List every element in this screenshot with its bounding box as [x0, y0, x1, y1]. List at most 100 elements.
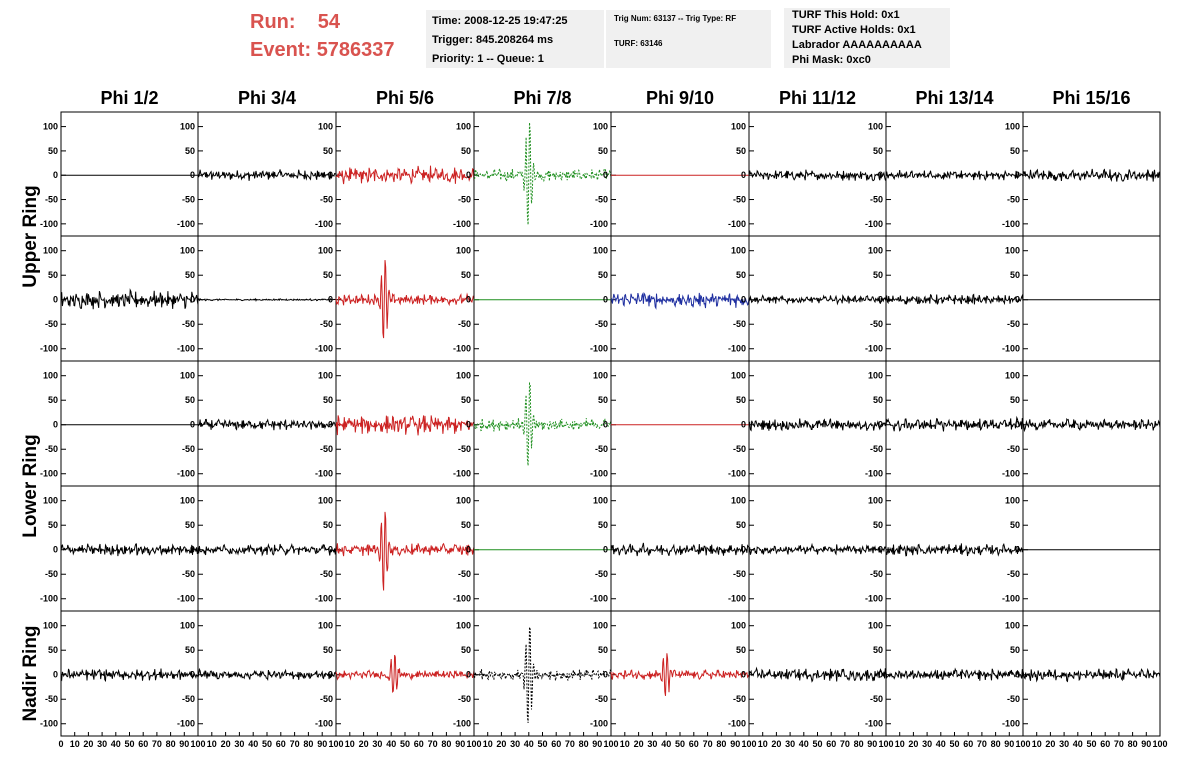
y-tick-label: 100	[1005, 496, 1020, 506]
y-tick-label: 100	[180, 496, 195, 506]
y-tick-label: 0	[741, 420, 746, 430]
panel-frame	[1022, 235, 1161, 362]
turf-info-box: TURF This Hold: 0x1 TURF Active Holds: 0…	[784, 8, 950, 68]
y-tick-label: 50	[461, 520, 471, 530]
y-tick-label: 100	[731, 371, 746, 381]
y-tick-label: 100	[456, 621, 471, 631]
panel-frame	[1022, 485, 1161, 612]
y-tick-label: 100	[43, 122, 58, 132]
event-row: Event: 5786337	[250, 36, 420, 64]
y-tick-label: 50	[1010, 270, 1020, 280]
x-tick-label: 70	[840, 739, 850, 749]
y-tick-label: -50	[595, 195, 608, 205]
waveform-trace	[197, 169, 337, 181]
x-tick-label: 100	[1152, 739, 1167, 749]
trig-num-text: Trig Num: 63137 -- Trig Type: RF	[614, 14, 737, 23]
panel-frame	[473, 485, 612, 612]
x-tick-label: 30	[372, 739, 382, 749]
y-tick-label: 0	[466, 295, 471, 305]
y-tick-label: 50	[598, 395, 608, 405]
y-tick-label: 0	[328, 420, 333, 430]
y-tick-label: -100	[590, 719, 608, 729]
y-tick-label: -100	[453, 219, 471, 229]
x-tick-label: 60	[551, 739, 561, 749]
waveform-trace	[885, 667, 1024, 681]
panel-frame	[473, 235, 612, 362]
y-tick-label: -100	[728, 719, 746, 729]
waveform-trace	[748, 294, 887, 306]
x-tick-label: 60	[138, 739, 148, 749]
phi-mask-text: Phi Mask: 0xc0	[792, 54, 871, 66]
y-tick-label: 100	[731, 496, 746, 506]
y-tick-label: -50	[320, 195, 333, 205]
y-tick-label: 100	[318, 246, 333, 256]
panel-frame	[60, 111, 199, 237]
y-tick-label: -100	[177, 719, 195, 729]
y-tick-label: -100	[1002, 594, 1020, 604]
y-tick-label: 0	[1015, 670, 1020, 680]
x-tick-label: 10	[758, 739, 768, 749]
ring-label: Nadir Ring	[20, 625, 41, 721]
y-tick-label: 50	[1010, 395, 1020, 405]
waveform-trace	[748, 666, 887, 683]
y-tick-label: -50	[733, 195, 746, 205]
y-tick-label: 0	[328, 170, 333, 180]
y-tick-label: 50	[48, 645, 58, 655]
column-title: Phi 7/8	[513, 88, 571, 108]
y-tick-label: -100	[177, 594, 195, 604]
y-tick-label: 0	[53, 670, 58, 680]
time-text: Time: 2008-12-25 19:47:25	[432, 15, 568, 27]
y-tick-label: -100	[453, 719, 471, 729]
turf-active-text: TURF Active Holds: 0x1	[792, 24, 916, 36]
y-tick-label: -50	[1007, 319, 1020, 329]
y-tick-label: 0	[603, 545, 608, 555]
waveform-trace	[748, 418, 887, 432]
y-tick-label: -50	[458, 694, 471, 704]
y-tick-label: 100	[593, 371, 608, 381]
y-tick-label: 100	[1005, 621, 1020, 631]
x-tick-label: 30	[1059, 739, 1069, 749]
column-title: Phi 11/12	[779, 88, 856, 108]
y-tick-label: 0	[1015, 295, 1020, 305]
trigger-info-box: Trig Num: 63137 -- Trig Type: RF TURF: 6…	[606, 10, 771, 68]
y-tick-label: -50	[870, 694, 883, 704]
x-tick-label: 90	[592, 739, 602, 749]
x-tick-label: 10	[895, 739, 905, 749]
y-tick-label: -50	[870, 195, 883, 205]
y-tick-label: 50	[461, 645, 471, 655]
y-tick-label: 50	[1010, 645, 1020, 655]
y-tick-label: 100	[1005, 371, 1020, 381]
y-tick-label: -50	[1007, 444, 1020, 454]
y-tick-label: -50	[458, 195, 471, 205]
x-tick-label: 20	[359, 739, 369, 749]
column-title: Phi 9/10	[646, 88, 714, 108]
x-tick-label: 40	[936, 739, 946, 749]
x-tick-label: 80	[303, 739, 313, 749]
x-tick-label: 30	[97, 739, 107, 749]
y-tick-label: -50	[45, 444, 58, 454]
x-tick-label: 100	[603, 739, 618, 749]
x-tick-label: 40	[1073, 739, 1083, 749]
y-tick-label: 100	[43, 496, 58, 506]
y-tick-label: 100	[731, 246, 746, 256]
x-tick-label: 100	[741, 739, 756, 749]
waveform-trace	[610, 653, 750, 696]
y-tick-label: 100	[180, 246, 195, 256]
y-tick-label: 50	[873, 520, 883, 530]
y-tick-label: -50	[458, 444, 471, 454]
ring-label: Upper Ring	[20, 185, 41, 287]
waveform-trace	[335, 260, 475, 339]
waveform-trace	[335, 654, 475, 693]
x-tick-label: 50	[262, 739, 272, 749]
y-tick-label: 50	[461, 270, 471, 280]
waveform-trace	[885, 293, 1024, 306]
y-tick-label: -100	[728, 469, 746, 479]
x-tick-label: 50	[949, 739, 959, 749]
y-tick-label: -100	[177, 469, 195, 479]
ring-label: Lower Ring	[20, 434, 41, 537]
x-tick-label: 90	[1004, 739, 1014, 749]
y-tick-label: -100	[865, 344, 883, 354]
y-tick-label: 50	[736, 520, 746, 530]
y-tick-label: -100	[728, 594, 746, 604]
